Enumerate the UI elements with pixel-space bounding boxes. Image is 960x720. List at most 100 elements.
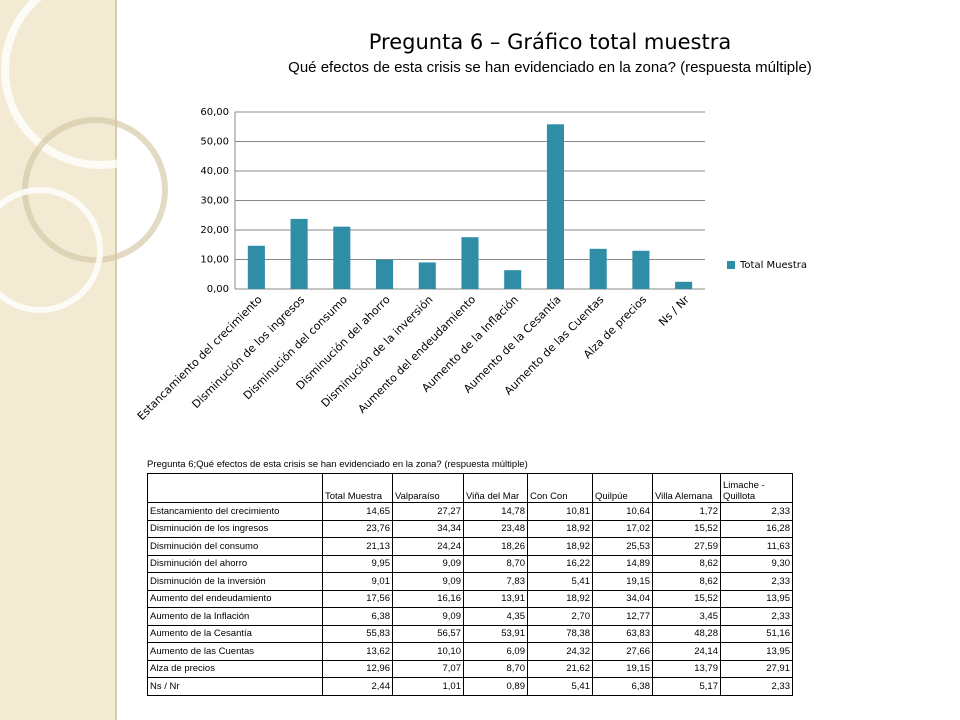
slide-subtitle: Qué efectos de esta crisis se han eviden…	[288, 59, 812, 76]
value-cell: 18,26	[463, 537, 528, 556]
x-tick-label: Ns / Nr	[656, 293, 692, 329]
value-cell: 8,70	[463, 659, 528, 678]
value-cell: 15,52	[652, 589, 721, 608]
deco-circle	[0, 187, 103, 313]
value-cell: 14,78	[463, 502, 528, 521]
row-label: Estancamiento del crecimiento	[147, 502, 323, 521]
value-cell: 0,89	[463, 677, 528, 696]
y-tick-label: 20,00	[200, 225, 229, 236]
table-row: Estancamiento del crecimiento 14,65 27,27 1…	[147, 502, 793, 521]
table-row: Disminución de los ingresos 23,76 34,34 23,…	[147, 519, 793, 538]
value-cell: 18,92	[527, 519, 593, 538]
value-cell: 27,59	[652, 537, 721, 556]
value-cell: 18,92	[527, 589, 593, 608]
value-cell: 9,95	[322, 554, 393, 573]
deco-circle	[1, 0, 199, 169]
header-cell	[147, 473, 323, 503]
bar	[290, 218, 308, 289]
value-cell: 1,01	[392, 677, 464, 696]
table-row: Ns / Nr 2,44 1,01 0,89 5,41 6,38 5,17 2,33	[147, 677, 793, 696]
value-cell: 15,52	[652, 519, 721, 538]
value-cell: 5,41	[527, 677, 593, 696]
value-cell: 2,33	[720, 677, 793, 696]
value-cell: 7,07	[392, 659, 464, 678]
row-label: Disminución del ahorro	[147, 554, 323, 573]
value-cell: 14,65	[322, 502, 393, 521]
value-cell: 17,02	[592, 519, 653, 538]
value-cell: 2,33	[720, 502, 793, 521]
header-row: Total Muestra Valparaíso Viña del Mar Con C…	[147, 473, 793, 503]
header-cell: Quilpúe	[592, 473, 653, 503]
value-cell: 13,95	[720, 642, 793, 661]
value-cell: 5,17	[652, 677, 721, 696]
value-cell: 24,14	[652, 642, 721, 661]
value-cell: 8,70	[463, 554, 528, 573]
value-cell: 21,13	[322, 537, 393, 556]
value-cell: 18,92	[527, 537, 593, 556]
value-cell: 16,22	[527, 554, 593, 573]
value-cell: 13,62	[322, 642, 393, 661]
value-cell: 16,16	[392, 589, 464, 608]
value-cell: 13,79	[652, 659, 721, 678]
value-cell: 5,41	[527, 572, 593, 591]
value-cell: 6,38	[592, 677, 653, 696]
value-cell: 27,91	[720, 659, 793, 678]
value-cell: 13,95	[720, 589, 793, 608]
value-cell: 2,33	[720, 572, 793, 591]
value-cell: 23,48	[463, 519, 528, 538]
bar	[546, 124, 564, 289]
value-cell: 48,28	[652, 624, 721, 643]
value-cell: 21,62	[527, 659, 593, 678]
bar	[632, 250, 650, 289]
value-cell: 34,04	[592, 589, 653, 608]
value-cell: 2,44	[322, 677, 393, 696]
table-row: Disminución del ahorro 9,95 9,09 8,70 16,22 1…	[147, 554, 793, 573]
row-label: Disminución de los ingresos	[147, 519, 323, 538]
value-cell: 34,34	[392, 519, 464, 538]
bar	[675, 281, 693, 289]
table-row: Aumento de la Inflación 6,38 9,09 4,35 2,70 1…	[147, 607, 793, 626]
value-cell: 6,09	[463, 642, 528, 661]
y-tick-label: 50,00	[200, 137, 229, 148]
value-cell: 9,09	[392, 554, 464, 573]
value-cell: 53,91	[463, 624, 528, 643]
value-cell: 19,15	[592, 659, 653, 678]
row-label: Ns / Nr	[147, 677, 323, 696]
y-tick-label: 40,00	[200, 166, 229, 177]
value-cell: 23,76	[322, 519, 393, 538]
value-cell: 55,83	[322, 624, 393, 643]
value-cell: 63,83	[592, 624, 653, 643]
legend-swatch	[727, 261, 735, 269]
header-cell: Limache - Quillota	[720, 473, 793, 503]
value-cell: 9,01	[322, 572, 393, 591]
table-row: Aumento del endeudamiento 17,56 16,16 13,91…	[147, 589, 793, 608]
value-cell: 9,30	[720, 554, 793, 573]
value-cell: 8,62	[652, 572, 721, 591]
value-cell: 9,09	[392, 572, 464, 591]
value-cell: 10,10	[392, 642, 464, 661]
row-label: Disminución de la inversión	[147, 572, 323, 591]
row-label: Aumento de la Inflación	[147, 607, 323, 626]
value-cell: 2,33	[720, 607, 793, 626]
header-cell: Viña del Mar	[463, 473, 528, 503]
value-cell: 27,27	[392, 502, 464, 521]
y-tick-label: 30,00	[200, 196, 229, 207]
value-cell: 24,24	[392, 537, 464, 556]
table-title: Pregunta 6;Qué efectos de esta crisis se…	[147, 459, 528, 470]
value-cell: 17,56	[322, 589, 393, 608]
value-cell: 1,72	[652, 502, 721, 521]
value-cell: 10,81	[527, 502, 593, 521]
value-cell: 7,83	[463, 572, 528, 591]
header-cell: Total Muestra	[322, 473, 393, 503]
table-wrap: Pregunta 6;Qué efectos de esta crisis se…	[147, 459, 793, 696]
value-cell: 78,38	[527, 624, 593, 643]
bar	[376, 259, 394, 289]
bar	[504, 270, 522, 289]
table-row: Aumento de la Cesantía 55,83 56,57 53,91 78,…	[147, 624, 793, 643]
value-cell: 19,15	[592, 572, 653, 591]
bar	[333, 226, 351, 289]
table-row: Disminución del consumo 21,13 24,24 18,26 18…	[147, 537, 793, 556]
header-cell: Con Con	[527, 473, 593, 503]
